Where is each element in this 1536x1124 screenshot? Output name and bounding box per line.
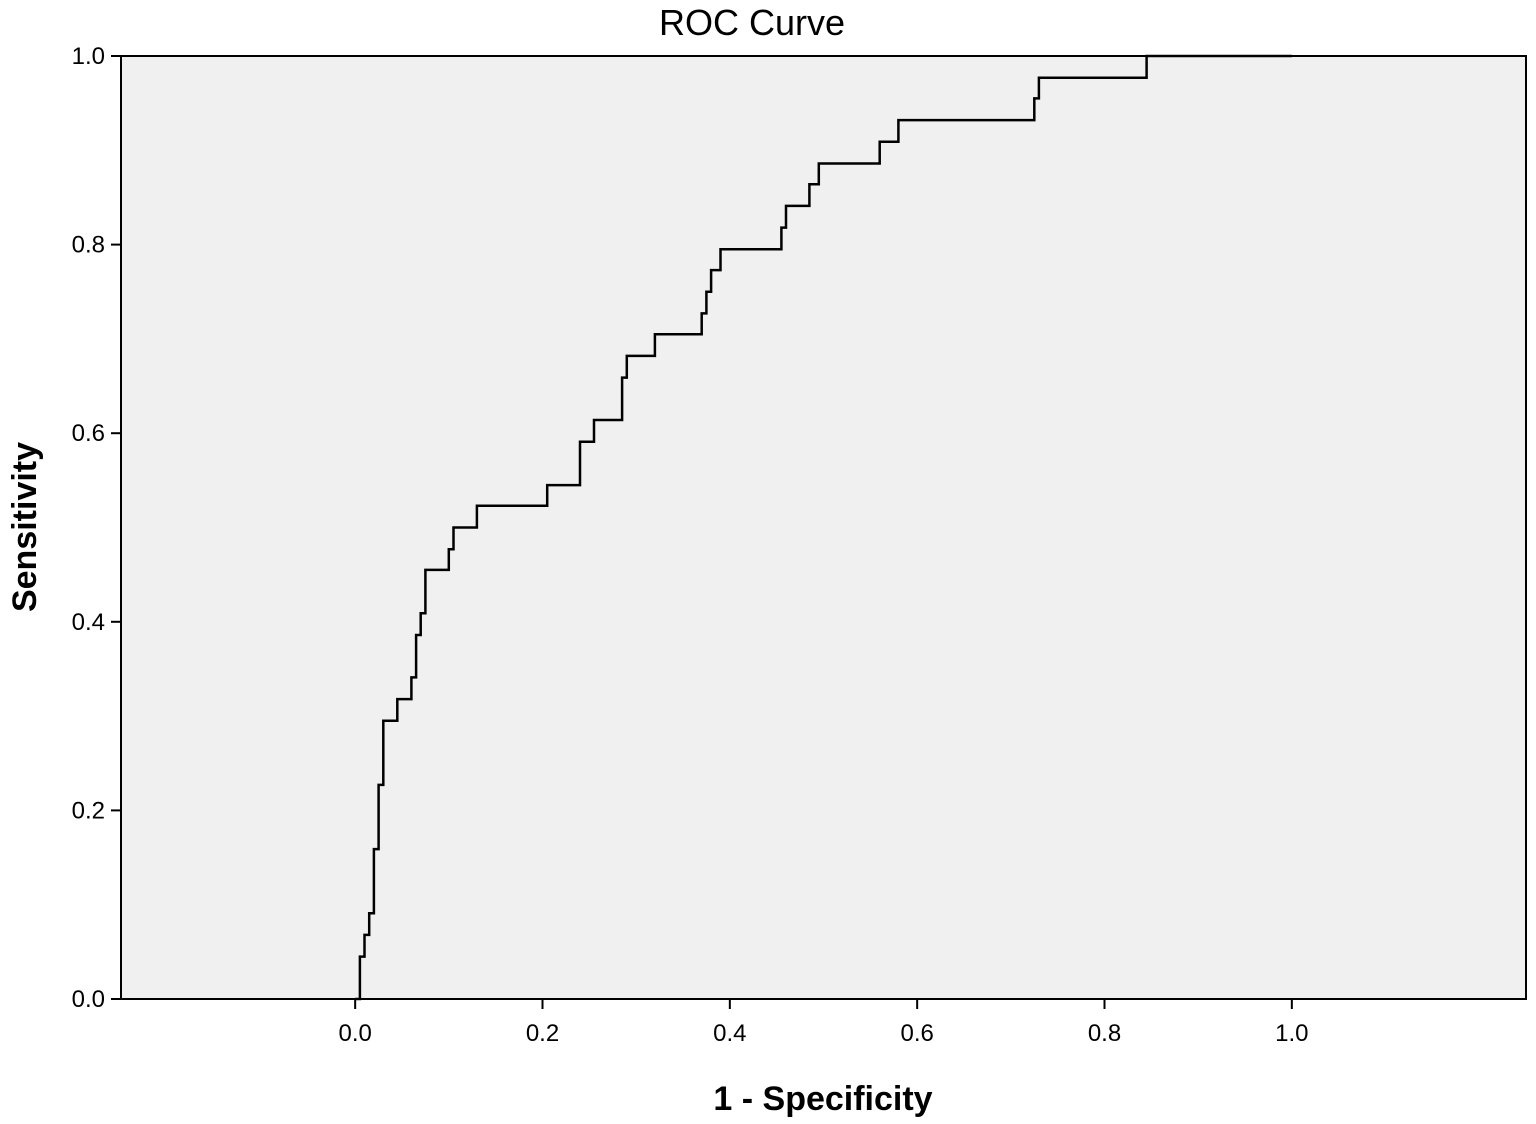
y-axis-title: Sensitivity	[6, 442, 44, 612]
roc-curve-line	[355, 54, 1292, 1001]
plot-area	[120, 55, 1527, 1000]
y-tick-label: 0.4	[72, 609, 105, 636]
y-tick-label: 0.0	[72, 986, 105, 1013]
x-tick-label: 0.8	[1088, 1020, 1121, 1047]
x-tick-label: 1.0	[1275, 1020, 1308, 1047]
series-layer	[355, 54, 1292, 1001]
x-axis-title: 1 - Specificity	[713, 1080, 932, 1118]
x-tick-label: 0.0	[338, 1020, 371, 1047]
x-axis-ticks: 0.0 0.2 0.4 0.6 0.8 1.0	[338, 999, 1309, 1047]
y-tick-label: 1.0	[72, 43, 105, 70]
x-tick-label: 0.2	[526, 1020, 559, 1047]
y-tick-label: 0.2	[72, 797, 105, 824]
y-tick-label: 0.8	[72, 232, 105, 259]
chart-title: ROC Curve	[659, 2, 845, 43]
y-tick-label: 0.6	[72, 420, 105, 447]
x-tick-label: 0.4	[713, 1020, 746, 1047]
y-axis-ticks: 0.0 0.2 0.4 0.6 0.8 1.0	[72, 43, 121, 1013]
x-tick-label: 0.6	[900, 1020, 933, 1047]
